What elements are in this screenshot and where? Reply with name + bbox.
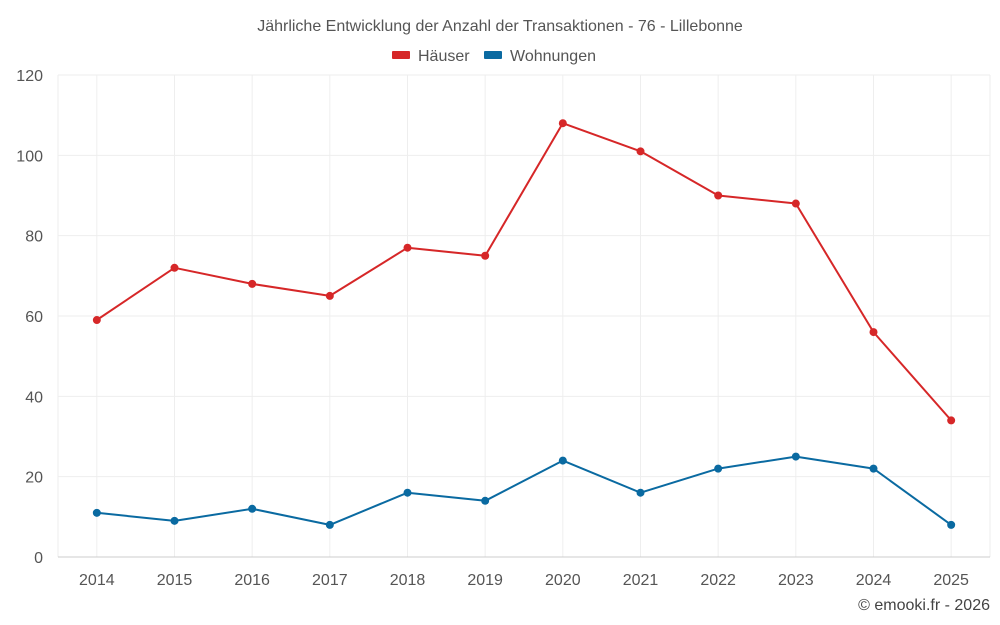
x-tick-label: 2016 — [234, 572, 270, 589]
data-point[interactable] — [481, 496, 490, 505]
x-tick-label: 2020 — [545, 572, 581, 589]
y-tick-label: 0 — [34, 550, 43, 567]
data-point[interactable] — [947, 520, 956, 529]
data-point[interactable] — [869, 464, 878, 473]
x-tick-label: 2024 — [856, 572, 892, 589]
x-tick-label: 2017 — [312, 572, 348, 589]
y-tick-label: 80 — [25, 229, 43, 246]
x-tick-label: 2014 — [79, 572, 115, 589]
data-point[interactable] — [325, 520, 334, 529]
data-point[interactable] — [248, 504, 257, 513]
y-tick-label: 20 — [25, 470, 43, 487]
data-point[interactable] — [92, 316, 101, 325]
series-line-0 — [96, 122, 952, 422]
data-point[interactable] — [403, 243, 412, 252]
data-point[interactable] — [558, 119, 567, 128]
x-tick-label: 2015 — [157, 572, 193, 589]
data-point[interactable] — [791, 199, 800, 208]
data-point[interactable] — [714, 464, 723, 473]
data-point[interactable] — [248, 279, 257, 288]
series — [92, 119, 956, 529]
series-line-1 — [96, 455, 952, 526]
legend-item-haeuser[interactable]: Häuser — [392, 48, 470, 65]
x-tick-label: 2025 — [933, 572, 969, 589]
data-point[interactable] — [403, 488, 412, 497]
data-point[interactable] — [325, 291, 334, 300]
grid — [57, 74, 991, 557]
data-point[interactable] — [869, 328, 878, 337]
x-tick-label: 2022 — [700, 572, 736, 589]
data-point[interactable] — [558, 456, 567, 465]
data-point[interactable] — [636, 147, 645, 156]
data-point[interactable] — [947, 416, 956, 425]
data-point[interactable] — [481, 251, 490, 260]
credit-text: © emooki.fr - 2026 — [858, 597, 990, 614]
legend-swatch-wohnungen — [484, 51, 502, 59]
data-point[interactable] — [714, 191, 723, 200]
x-tick-label: 2023 — [778, 572, 814, 589]
legend-item-wohnungen[interactable]: Wohnungen — [484, 48, 596, 65]
data-point[interactable] — [170, 516, 179, 525]
data-point[interactable] — [92, 508, 101, 517]
legend: Häuser Wohnungen — [392, 48, 596, 65]
chart-title: Jährliche Entwicklung der Anzahl der Tra… — [257, 18, 743, 35]
data-point[interactable] — [636, 488, 645, 497]
y-axis-ticks: 0 20 40 60 80 100 120 — [16, 68, 43, 567]
legend-label-wohnungen: Wohnungen — [510, 48, 596, 65]
data-point[interactable] — [791, 452, 800, 461]
data-point[interactable] — [170, 263, 179, 272]
y-tick-label: 100 — [16, 148, 43, 165]
y-tick-label: 120 — [16, 68, 43, 85]
y-tick-label: 40 — [25, 389, 43, 406]
x-axis-ticks: 2014 2015 2016 2017 2018 2019 2020 2021 2022 2023… — [79, 572, 969, 589]
legend-label-haeuser: Häuser — [418, 48, 470, 65]
x-tick-label: 2019 — [467, 572, 503, 589]
legend-swatch-haeuser — [392, 51, 410, 59]
x-tick-label: 2018 — [390, 572, 426, 589]
y-tick-label: 60 — [25, 309, 43, 326]
x-tick-label: 2021 — [623, 572, 659, 589]
